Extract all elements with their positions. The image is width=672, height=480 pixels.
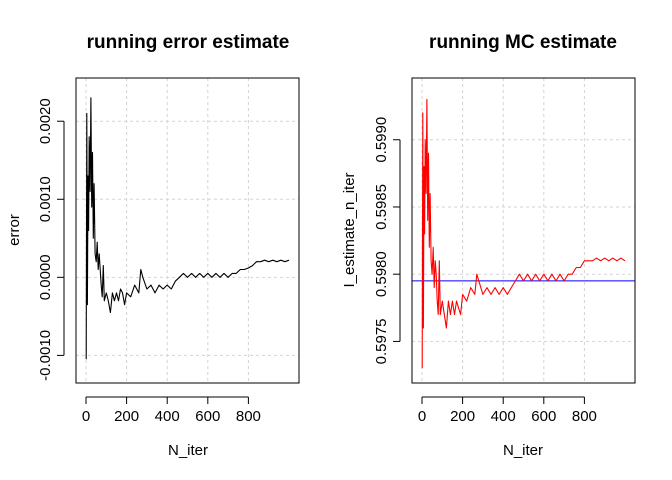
plot-area-error <box>85 97 290 360</box>
panel-mc: running MC estimate 0 200 400 600 800 0.5975… <box>341 32 636 459</box>
y-axis-error: -0.0010 0.0000 0.0010 0.0020 <box>37 98 65 381</box>
chart-title-mc: running MC estimate <box>429 32 617 53</box>
y-tick-label-mc: 0.5980 <box>373 251 390 297</box>
panel-error: running error estimate 0 200 400 600 800 -0.… <box>6 32 300 459</box>
x-tick-label-mc: 600 <box>531 408 556 425</box>
y-tick-label-mc: 0.5990 <box>373 117 390 163</box>
y-tick-label-mc: 0.5975 <box>373 318 390 364</box>
gridlines-error <box>76 78 299 383</box>
x-tick-label-error: 600 <box>195 408 220 425</box>
x-axis-mc: 0 200 400 600 800 <box>418 396 597 425</box>
x-tick-label-error: 0 <box>82 408 90 425</box>
plot-frame-error <box>75 77 300 384</box>
x-axis-label-error: N_iter <box>168 442 208 459</box>
y-tick-label-error: -0.0010 <box>37 330 54 381</box>
x-tick-label-mc: 200 <box>450 408 475 425</box>
plot-frame-mc <box>411 77 636 384</box>
y-axis-label-error: error <box>6 214 23 246</box>
plot-area-mc <box>412 98 635 369</box>
x-axis-label-mc: N_iter <box>503 442 543 459</box>
x-tick-label-mc: 400 <box>491 408 516 425</box>
chart-title-error: running error estimate <box>87 32 290 53</box>
y-tick-label-error: 0.0010 <box>37 176 54 222</box>
y-axis-label-mc: I_estimate_n_iter <box>341 172 358 287</box>
x-tick-label-error: 200 <box>114 408 139 425</box>
series-line-error <box>85 97 290 360</box>
y-tick-label-error: 0.0000 <box>37 254 54 300</box>
y-tick-label-error: 0.0020 <box>37 98 54 144</box>
y-tick-label-mc: 0.5985 <box>373 184 390 230</box>
x-axis-error: 0 200 400 600 800 <box>82 396 261 425</box>
x-tick-label-error: 400 <box>155 408 180 425</box>
gridlines-mc <box>412 78 635 383</box>
y-axis-mc: 0.5975 0.5980 0.5985 0.5990 <box>373 117 401 364</box>
x-tick-label-mc: 800 <box>572 408 597 425</box>
series-line-mc <box>421 98 626 369</box>
x-tick-label-mc: 0 <box>418 408 426 425</box>
x-tick-label-error: 800 <box>236 408 261 425</box>
